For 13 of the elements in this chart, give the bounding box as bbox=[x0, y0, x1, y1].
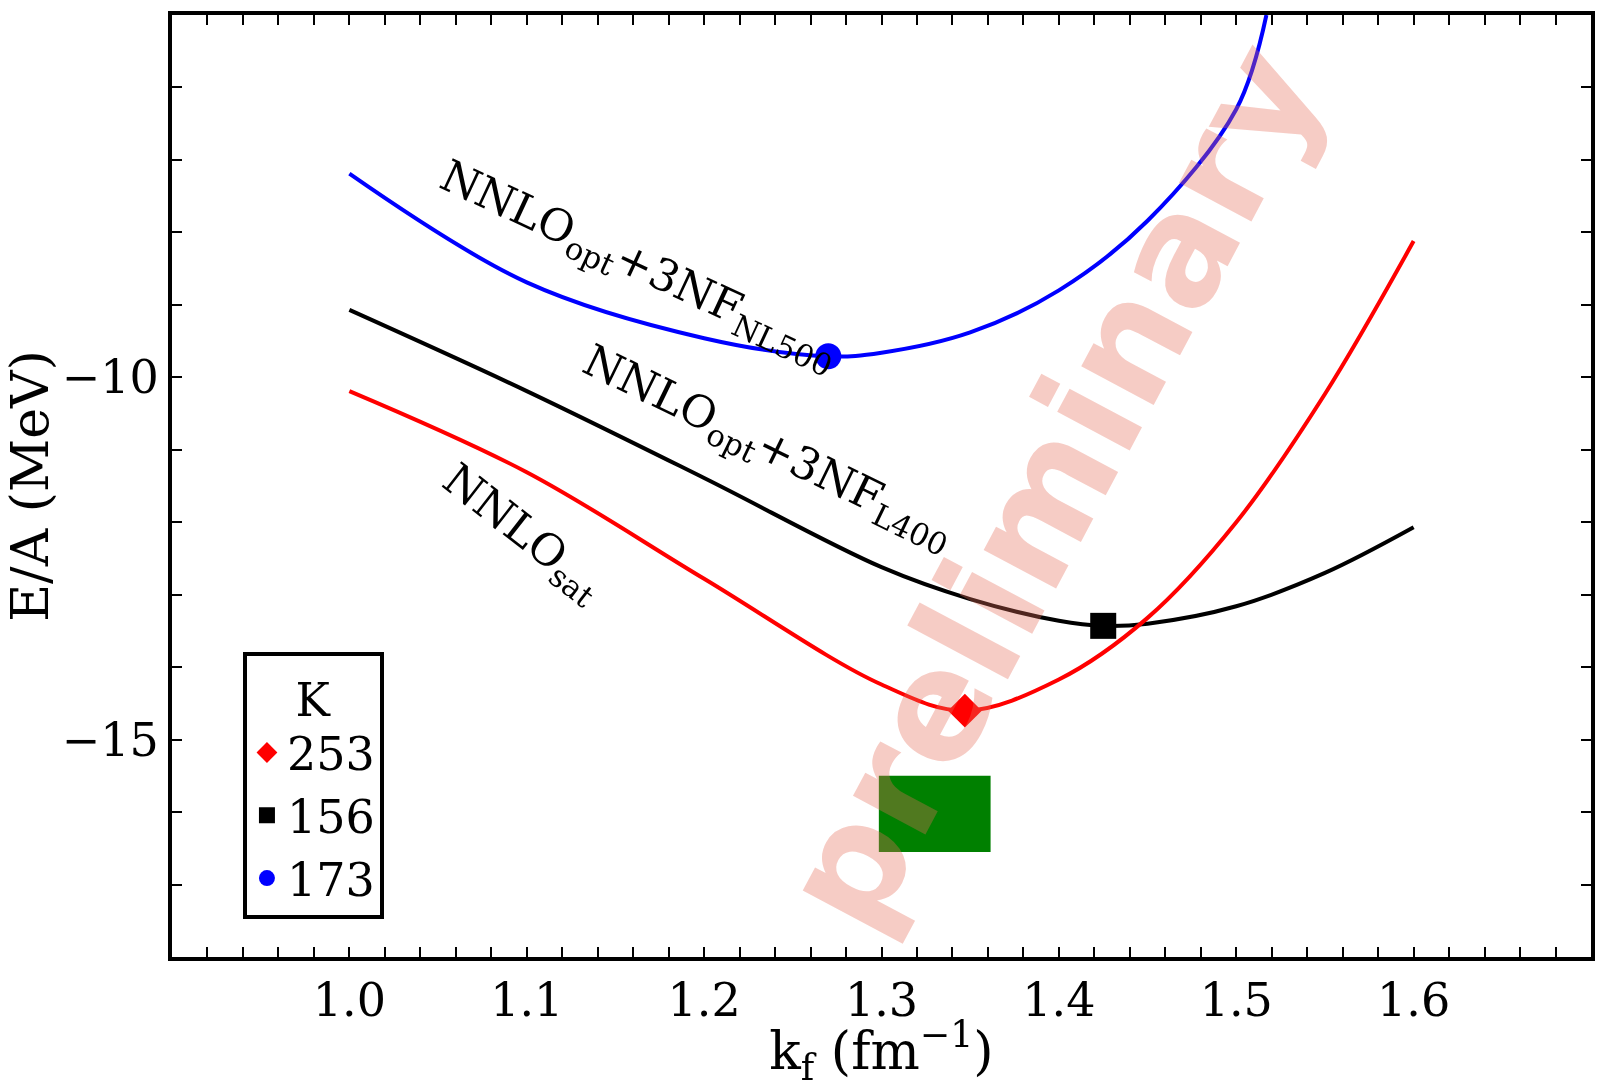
x-tick-label: 1.1 bbox=[490, 973, 564, 1028]
legend-title: K bbox=[295, 673, 332, 728]
y-axis-title: E/A (MeV) bbox=[0, 350, 60, 622]
x-tick-label: 1.2 bbox=[667, 973, 741, 1028]
x-tick-label: 1.4 bbox=[1022, 973, 1096, 1028]
x-tick-label: 1.0 bbox=[312, 973, 386, 1028]
legend-label: 156 bbox=[286, 790, 375, 845]
legend-label: 173 bbox=[286, 853, 375, 908]
y-tick-label: −15 bbox=[61, 712, 159, 767]
x-tick-label: 1.6 bbox=[1377, 973, 1451, 1028]
legend-label: 253 bbox=[286, 727, 375, 782]
y-tick-label: −10 bbox=[61, 350, 159, 405]
x-tick-label: 1.5 bbox=[1199, 973, 1273, 1028]
